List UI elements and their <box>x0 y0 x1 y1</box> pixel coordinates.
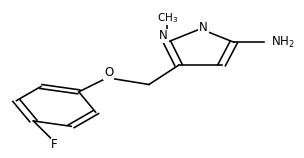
Text: N: N <box>159 29 168 43</box>
Text: O: O <box>104 66 113 79</box>
Text: F: F <box>51 138 58 151</box>
Text: CH$_3$: CH$_3$ <box>157 11 178 25</box>
Text: NH$_2$: NH$_2$ <box>271 35 295 50</box>
Text: N: N <box>199 21 208 34</box>
